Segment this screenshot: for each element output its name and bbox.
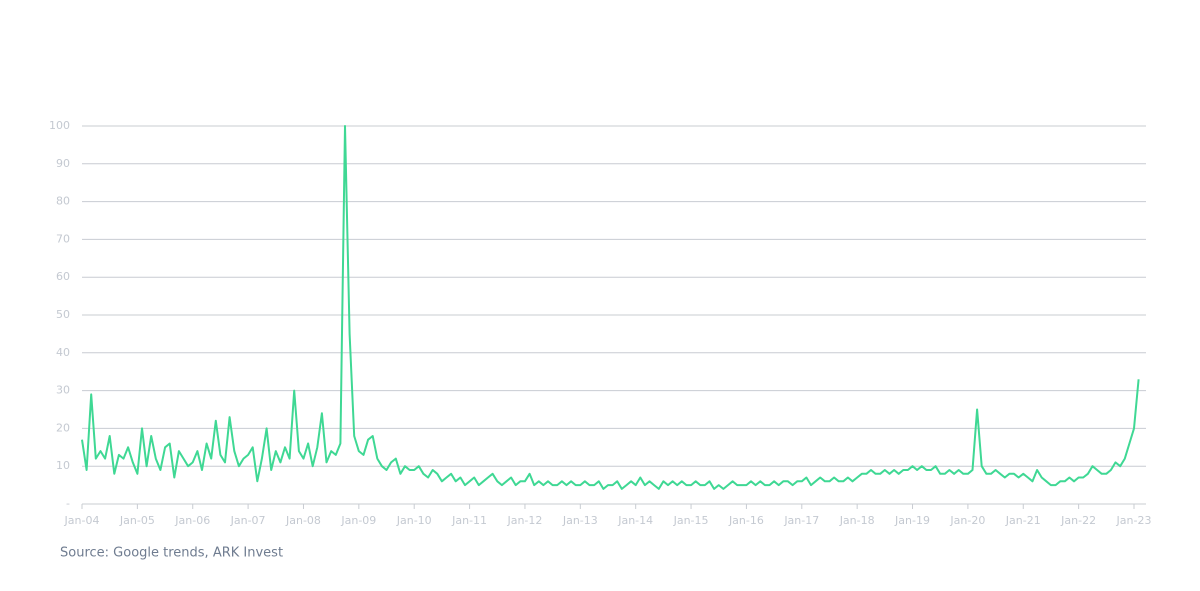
y-tick-label: 40 (56, 346, 70, 359)
x-tick-label: Jan-22 (1060, 514, 1096, 527)
y-tick-label: 80 (56, 195, 70, 208)
x-tick-label: Jan-19 (894, 514, 930, 527)
x-tick-label: Jan-14 (617, 514, 653, 527)
x-tick-label: Jan-21 (1005, 514, 1041, 527)
y-tick-label: 50 (56, 308, 70, 321)
x-tick-label: Jan-11 (451, 514, 487, 527)
y-tick-label: 100 (49, 119, 70, 132)
y-tick-label: - (66, 497, 70, 510)
y-tick-label: 90 (56, 157, 70, 170)
x-tick-label: Jan-16 (728, 514, 764, 527)
x-tick-label: Jan-04 (64, 514, 100, 527)
trend-line (81, 125, 1140, 490)
x-tick-label: Jan-12 (506, 514, 542, 527)
x-tick-label: Jan-05 (119, 514, 155, 527)
x-tick-label: Jan-07 (230, 514, 266, 527)
x-tick-label: Jan-17 (783, 514, 819, 527)
x-tick-label: Jan-20 (949, 514, 985, 527)
x-tick-label: Jan-15 (673, 514, 709, 527)
x-tick-label: Jan-13 (562, 514, 598, 527)
y-tick-label: 70 (56, 232, 70, 245)
x-tick-label: Jan-23 (1116, 514, 1152, 527)
x-tick-label: Jan-06 (174, 514, 210, 527)
x-tick-label: Jan-18 (839, 514, 875, 527)
x-tick-label: Jan-09 (340, 514, 376, 527)
x-tick-label: Jan-08 (285, 514, 321, 527)
y-tick-label: 10 (56, 459, 70, 472)
y-tick-label: 20 (56, 421, 70, 434)
y-tick-label: 30 (56, 384, 70, 397)
source: Source: Google trends, ARK Invest (60, 546, 283, 561)
y-tick-label: 60 (56, 270, 70, 283)
x-tick-label: Jan-10 (396, 514, 432, 527)
